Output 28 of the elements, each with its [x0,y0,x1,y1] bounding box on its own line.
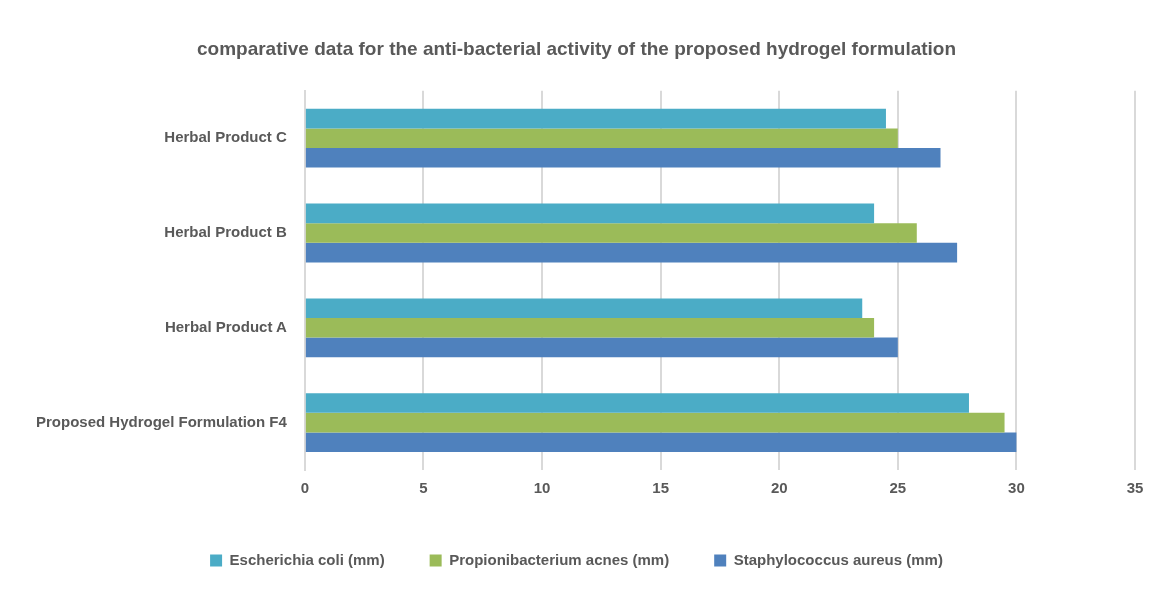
x-tick-label: 0 [300,479,310,497]
y-tick-label: Herbal Product C [164,128,288,146]
x-tick-label: 15 [652,479,669,497]
y-tick-label: Herbal Product A [164,317,288,335]
x-tick-label: 25 [889,479,907,497]
x-tick-label: 20 [770,479,788,497]
bar [305,242,958,263]
y-tick-label: Proposed Hydrogel Formulation F4 [36,412,288,430]
x-tick-label: 5 [419,479,428,497]
bar [305,223,917,243]
x-tick-label: 10 [533,479,551,497]
legend-label: Escherichia coli (mm) [229,550,385,568]
bar [305,337,898,358]
legend-label: Staphylococcus aureus (mm) [733,550,943,568]
bar [305,318,875,338]
bar [305,203,875,224]
x-tick-label: 30 [1008,479,1025,497]
legend-label: Propionibacterium acnes (mm) [449,550,670,568]
bar [305,108,886,129]
bar [305,412,1005,433]
bar [305,298,863,318]
bar [305,432,1017,452]
x-tick-label: 35 [1126,479,1144,497]
y-tick-label: Herbal Product B [164,223,288,241]
bar [305,128,898,148]
bar [305,148,941,168]
chart-title: comparative data for the anti-bacterial activity of the proposed hydrogel formulation [196,37,957,59]
bar [305,393,969,413]
